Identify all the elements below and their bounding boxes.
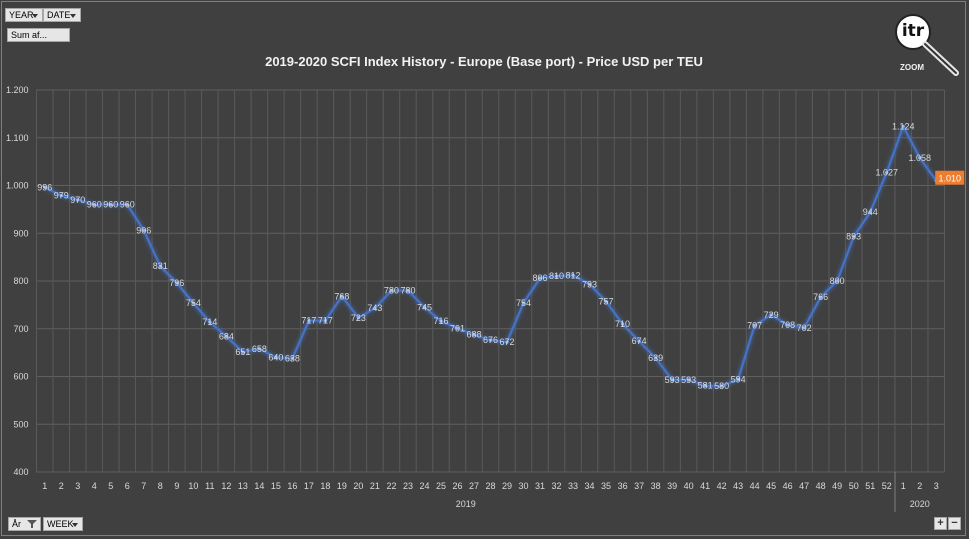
sum-field-label: Sum af... bbox=[11, 30, 48, 40]
date-filter-label: DATE bbox=[47, 10, 71, 20]
year-filter-label: YEAR bbox=[9, 10, 34, 20]
zoom-logo[interactable]: itr ZOOM bbox=[894, 12, 960, 76]
zoom-label: ZOOM bbox=[900, 63, 924, 72]
date-filter-button[interactable]: DATE bbox=[43, 8, 81, 22]
aar-filter-button[interactable]: År bbox=[8, 517, 41, 531]
week-filter-button[interactable]: WEEK bbox=[43, 517, 83, 531]
collapse-button[interactable]: − bbox=[948, 517, 961, 530]
minus-icon: − bbox=[951, 517, 958, 529]
year-filter-button[interactable]: YEAR bbox=[5, 8, 43, 22]
chevron-down-icon bbox=[70, 14, 76, 18]
chevron-down-icon bbox=[72, 523, 78, 527]
itr-logo-text: itr bbox=[901, 21, 925, 41]
sum-field-button[interactable]: Sum af... bbox=[7, 28, 70, 42]
plus-icon: + bbox=[937, 517, 944, 529]
aar-filter-label: År bbox=[12, 519, 21, 529]
chevron-down-icon bbox=[32, 14, 38, 18]
expand-button[interactable]: + bbox=[934, 517, 947, 530]
week-filter-label: WEEK bbox=[47, 519, 74, 529]
magnifier-icon bbox=[895, 14, 959, 76]
filter-icon bbox=[27, 520, 37, 528]
